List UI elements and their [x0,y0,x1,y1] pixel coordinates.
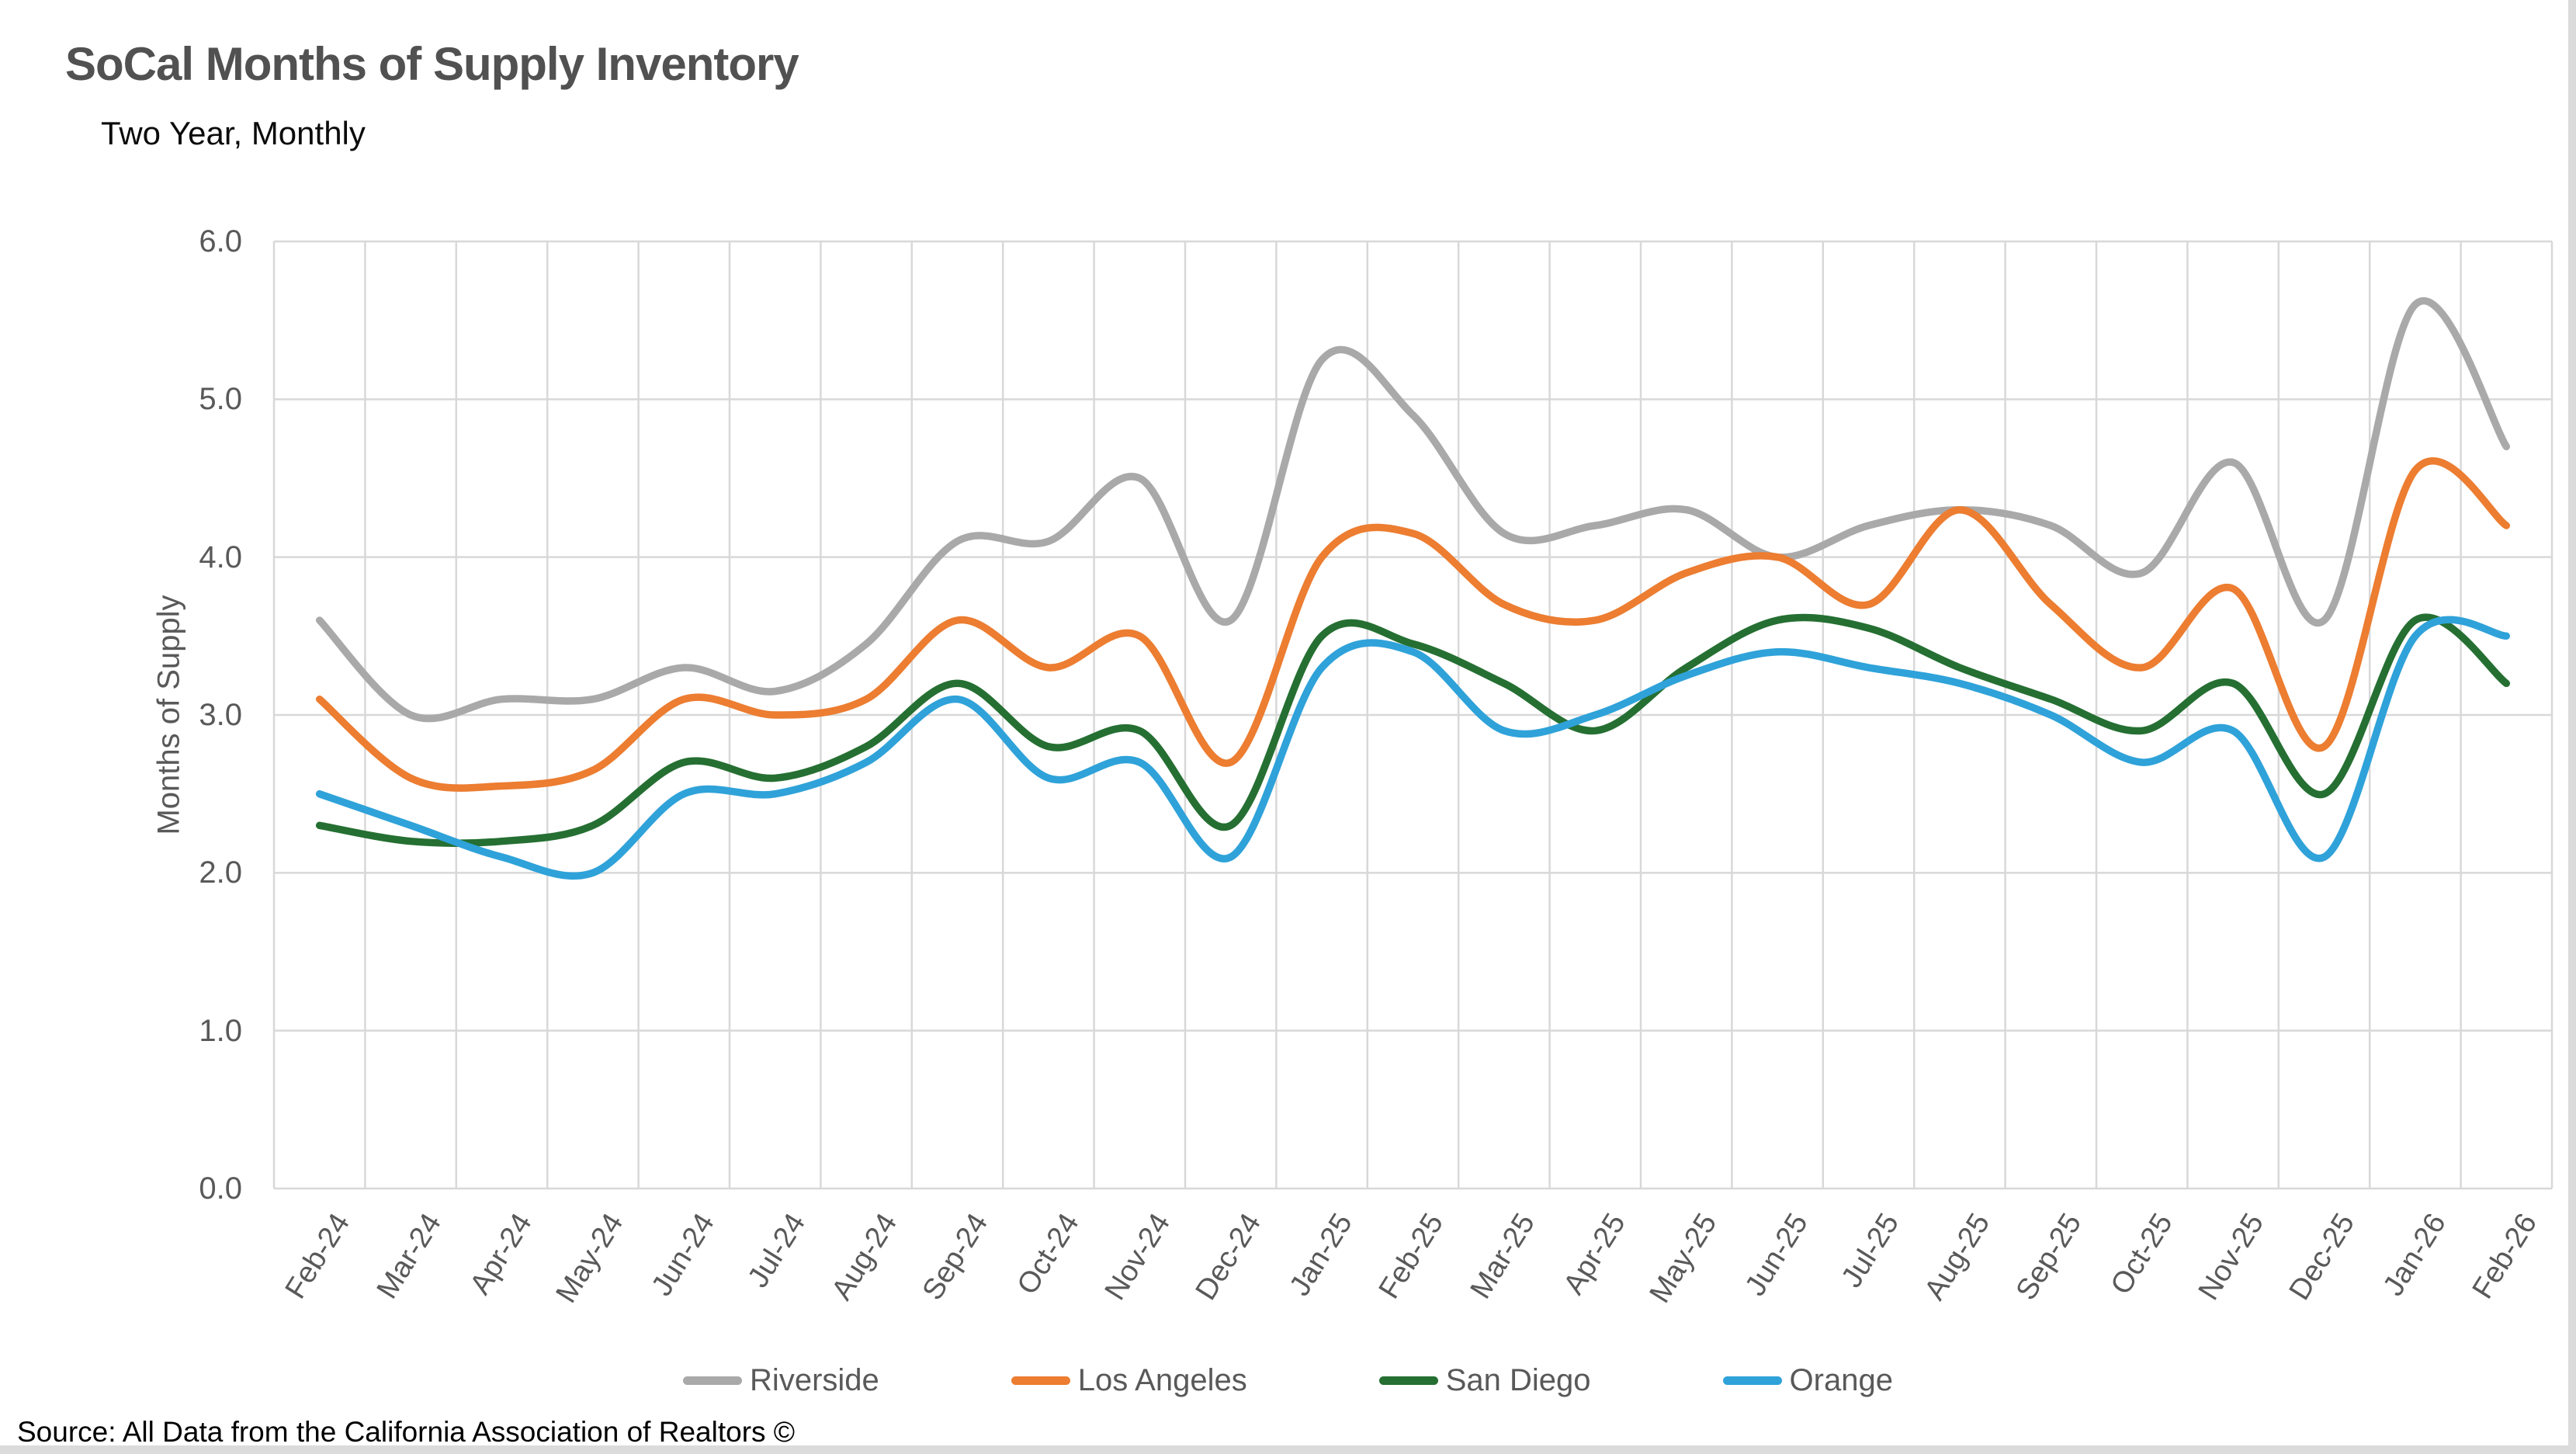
series-line-riverside [315,297,2511,723]
y-tick-label: 5.0 [199,382,242,417]
legend-line-swatch [683,1376,743,1385]
y-tick-label: 1.0 [199,1013,242,1048]
page-subtitle: Two Year, Monthly [101,115,366,151]
legend-line-swatch [1722,1376,1782,1385]
series-line-los-angeles [315,457,2511,792]
legend-item-riverside: Riverside [683,1363,879,1398]
legend-label: Orange [1789,1363,1893,1397]
legend-item-los-angeles: Los Angeles [1011,1363,1247,1398]
page-title: SoCal Months of Supply Inventory [65,38,799,90]
legend-item-san-diego: San Diego [1378,1363,1591,1398]
legend-item-orange: Orange [1722,1363,1893,1398]
legend-line-swatch [1011,1376,1070,1385]
legend-line-swatch [1378,1376,1438,1385]
legend-label: San Diego [1445,1363,1591,1397]
y-tick-label: 0.0 [199,1171,242,1206]
y-tick-label: 2.0 [199,855,242,890]
window-edge-bottom [0,1445,2576,1454]
source-note: Source: All Data from the California Ass… [17,1416,796,1448]
legend-label: Los Angeles [1077,1363,1247,1397]
y-tick-label: 4.0 [199,540,242,574]
window-edge-right [2568,0,2576,1454]
y-tick-label: 6.0 [199,224,242,259]
legend-label: Riverside [750,1363,879,1397]
chart-legend: Riverside Los Angeles San Diego Orange [0,1363,2576,1398]
series-line-orange [315,616,2511,880]
series-line-san-diego [315,613,2511,847]
y-tick-label: 3.0 [199,698,242,732]
